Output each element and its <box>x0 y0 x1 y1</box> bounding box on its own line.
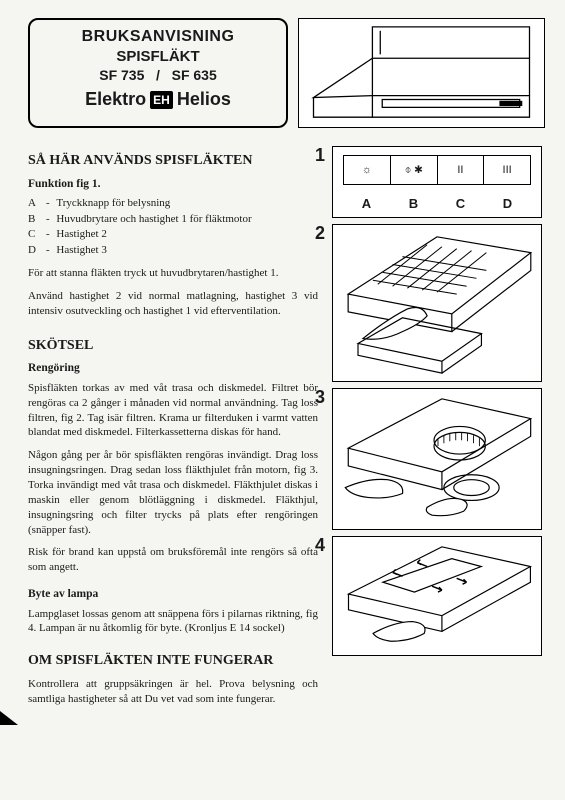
model-a: SF 735 <box>99 67 144 83</box>
section3-p1: Kontrollera att gruppsäkringen är hel. P… <box>28 677 318 707</box>
btn-speed2-icon: II <box>438 156 485 184</box>
val-c: Hastighet 2 <box>56 227 106 242</box>
section2-p4: Lampglaset lossas genom att snäppena för… <box>28 607 318 637</box>
val-b: Huvudbrytare och hastighet 1 för fläktmo… <box>56 212 251 227</box>
figures-column: 1 ☼ ⌽ ✱ II III A B C D 2 <box>332 146 545 715</box>
key-d: D <box>28 243 42 258</box>
figure-1-number: 1 <box>315 145 325 166</box>
function-list: A- Tryckknapp för belysning B- Huvudbryt… <box>28 196 318 258</box>
panel-labels: A B C D <box>343 196 531 211</box>
brand-right: Helios <box>177 89 231 110</box>
label-c: C <box>437 196 484 211</box>
figure-2: 2 <box>332 224 542 382</box>
section2-p3: Risk för brand kan uppstå om bruksföremå… <box>28 545 318 575</box>
section1-subtitle: Funktion fig 1. <box>28 177 318 193</box>
figure-3: 3 <box>332 388 542 530</box>
section1-title: SÅ HÄR ANVÄNDS SPISFLÄKTEN <box>28 152 318 171</box>
title-line1: BRUKSANVISNING <box>44 28 272 46</box>
model-b: SF 635 <box>172 67 217 83</box>
title-line2: SPISFLÄKT <box>44 48 272 65</box>
figure-1: 1 ☼ ⌽ ✱ II III A B C D <box>332 146 542 218</box>
section2-p1: Spisfläkten torkas av med våt trasa och … <box>28 381 318 440</box>
val-d: Hastighet 3 <box>56 243 106 258</box>
section3-title: OM SPISFLÄKTEN INTE FUNGERAR <box>28 652 318 671</box>
text-column: SÅ HÄR ANVÄNDS SPISFLÄKTEN Funktion fig … <box>28 146 318 715</box>
label-a: A <box>343 196 390 211</box>
section2-h-reng: Rengöring <box>28 361 318 377</box>
section2-h-lampa: Byte av lampa <box>28 587 318 603</box>
model-sep: / <box>156 67 160 83</box>
title-models: SF 735 / SF 635 <box>44 67 272 83</box>
btn-fan-icon: ⌽ ✱ <box>391 156 438 184</box>
section1-p2: Använd hastighet 2 vid normal matlagning… <box>28 289 318 319</box>
brand-badge: EH <box>150 91 173 109</box>
figure-4-number: 4 <box>315 535 325 556</box>
val-a: Tryckknapp för belysning <box>56 196 170 211</box>
control-panel: ☼ ⌽ ✱ II III <box>343 155 531 185</box>
section2-title: SKÖTSEL <box>28 337 318 356</box>
title-box: BRUKSANVISNING SPISFLÄKT SF 735 / SF 635… <box>28 18 288 128</box>
figure-3-number: 3 <box>315 387 325 408</box>
section2-p2: Någon gång per år bör spisfläkten rengör… <box>28 448 318 537</box>
hero-illustration <box>298 18 545 128</box>
figure-2-number: 2 <box>315 223 325 244</box>
btn-speed3-icon: III <box>484 156 530 184</box>
key-a: A <box>28 196 42 211</box>
section1-p1: För att stanna fläkten tryck ut huvudbry… <box>28 266 318 281</box>
btn-light-icon: ☼ <box>344 156 391 184</box>
label-d: D <box>484 196 531 211</box>
label-b: B <box>390 196 437 211</box>
key-b: B <box>28 212 42 227</box>
brand: Elektro EH Helios <box>44 89 272 110</box>
key-c: C <box>28 227 42 242</box>
figure-4: 4 <box>332 536 542 656</box>
brand-left: Elektro <box>85 89 146 110</box>
page-corner-icon <box>0 711 18 725</box>
